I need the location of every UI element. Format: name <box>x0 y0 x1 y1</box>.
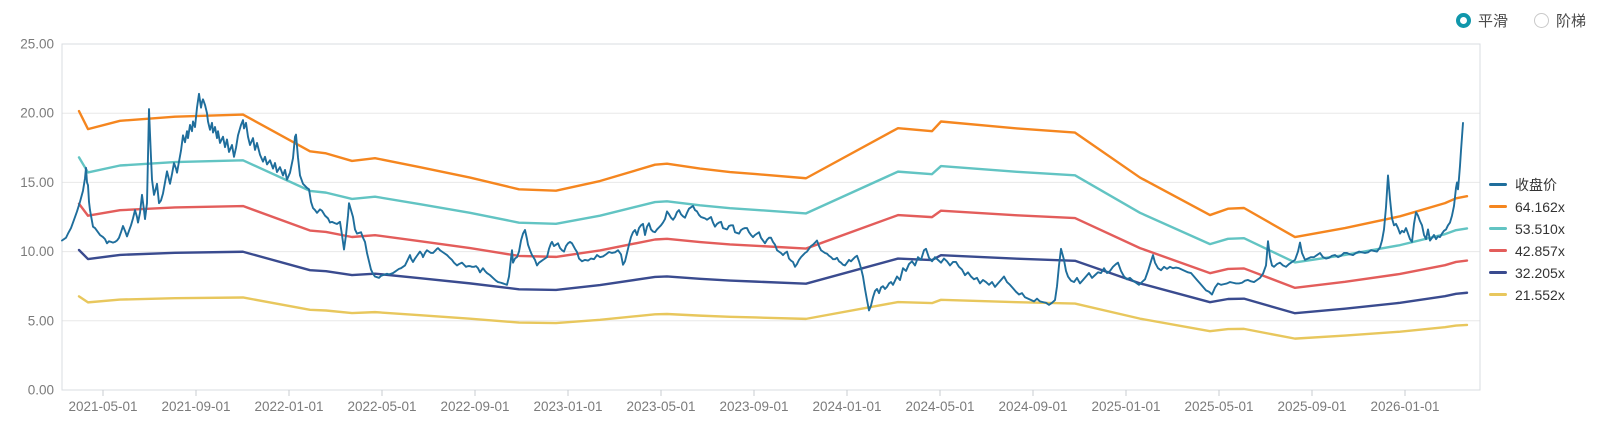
y-axis-label: 10.00 <box>20 244 54 259</box>
y-axis-label: 0.00 <box>28 383 54 398</box>
x-axis-label: 2024-01-01 <box>812 399 881 414</box>
band-line-32.205x <box>77 248 1469 315</box>
radio-unselected-icon[interactable] <box>1533 13 1549 28</box>
band-line-64.162x <box>77 109 1469 239</box>
radio-step-label: 阶梯 <box>1555 13 1586 30</box>
y-axis-label: 5.00 <box>28 313 54 328</box>
legend-swatch <box>1489 248 1507 253</box>
legend: 收盘价 64.162x 53.510x 42.857x 32.205x 21.552x <box>1489 176 1565 303</box>
y-axis-label: 20.00 <box>20 106 54 121</box>
legend-item-0[interactable]: 收盘价 <box>1489 176 1565 193</box>
legend-label: 64.162x <box>1515 198 1565 215</box>
x-axis-label: 2024-09-01 <box>998 399 1067 414</box>
legend-swatch <box>1489 204 1507 209</box>
legend-label: 21.552x <box>1515 286 1565 303</box>
legend-swatch <box>1489 292 1507 297</box>
legend-label: 53.510x <box>1515 220 1565 237</box>
legend-label: 42.857x <box>1515 242 1565 259</box>
x-axis-label: 2022-09-01 <box>440 399 509 414</box>
legend-item-3[interactable]: 42.857x <box>1489 242 1565 259</box>
x-axis-label: 2025-01-01 <box>1091 399 1160 414</box>
x-axis-label: 2025-05-01 <box>1184 399 1253 414</box>
x-axis-label: 2025-09-01 <box>1277 399 1346 414</box>
x-axis-label: 2021-05-01 <box>68 399 137 414</box>
x-axis-label: 2026-01-01 <box>1370 399 1439 414</box>
x-axis-label: 2024-05-01 <box>905 399 974 414</box>
legend-swatch <box>1489 270 1507 275</box>
legend-label: 收盘价 <box>1515 176 1557 193</box>
radio-selected-icon[interactable] <box>1455 13 1471 28</box>
x-axis-label: 2023-09-01 <box>719 399 788 414</box>
legend-item-5[interactable]: 21.552x <box>1489 286 1565 303</box>
radio-step[interactable]: 阶梯 <box>1533 10 1586 31</box>
y-axis-label: 15.00 <box>20 175 54 190</box>
legend-label: 32.205x <box>1515 264 1565 281</box>
legend-swatch <box>1489 182 1507 187</box>
legend-item-1[interactable]: 64.162x <box>1489 198 1565 215</box>
legend-item-2[interactable]: 53.510x <box>1489 220 1565 237</box>
x-axis-label: 2022-05-01 <box>347 399 416 414</box>
x-axis-label: 2023-05-01 <box>626 399 695 414</box>
legend-swatch <box>1489 226 1507 231</box>
line-style-toggle: 平滑 阶梯 <box>1455 10 1586 31</box>
plot-border <box>61 43 1481 391</box>
radio-smooth[interactable]: 平滑 <box>1455 10 1508 31</box>
legend-item-4[interactable]: 32.205x <box>1489 264 1565 281</box>
y-axis-label: 25.00 <box>20 37 54 52</box>
price-line <box>61 92 1464 312</box>
x-axis-label: 2023-01-01 <box>533 399 602 414</box>
x-axis-label: 2021-09-01 <box>161 399 230 414</box>
radio-smooth-label: 平滑 <box>1477 13 1508 30</box>
band-line-53.51x <box>77 156 1469 264</box>
band-line-21.552x <box>77 295 1469 340</box>
x-axis-label: 2022-01-01 <box>254 399 323 414</box>
